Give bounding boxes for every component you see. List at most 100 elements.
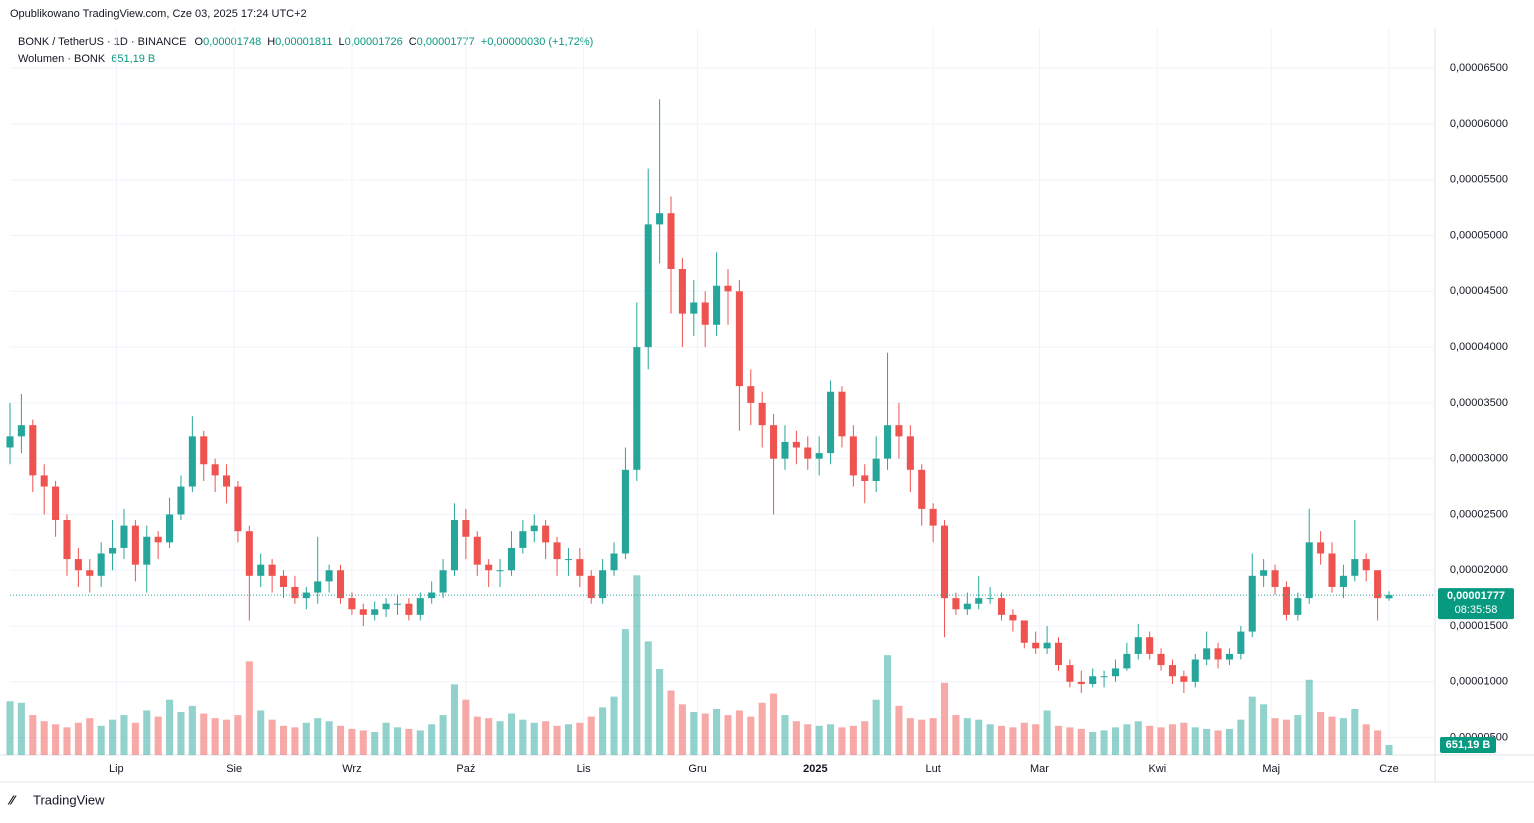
candle-body	[1328, 553, 1336, 587]
volume-bar	[827, 724, 835, 755]
y-tick-label: 0,00003000	[1450, 453, 1508, 465]
candle-body	[428, 592, 436, 599]
volume-bar	[884, 655, 892, 755]
volume-bar	[587, 716, 595, 755]
volume-bar	[1111, 727, 1120, 755]
volume-bar	[576, 722, 584, 755]
volume-bar	[1089, 731, 1097, 755]
last-price-tag	[1438, 588, 1514, 620]
candle-body	[792, 441, 800, 448]
volume-bar	[815, 725, 823, 755]
volume-bar	[325, 721, 333, 755]
volume-bar	[542, 721, 550, 755]
candle-body	[997, 598, 1006, 615]
volume-bar	[234, 715, 242, 755]
y-tick-label: 0,00002000	[1450, 564, 1508, 576]
ohlc-value: 0,00001777	[417, 36, 475, 48]
volume-bar	[382, 722, 390, 755]
candle-body	[154, 536, 162, 543]
y-tick-label: 0,00005500	[1450, 174, 1508, 186]
logo-text: TradingView	[33, 792, 105, 807]
volume-bar	[1305, 679, 1313, 755]
volume-bar	[906, 718, 914, 755]
candle-body	[74, 559, 82, 571]
volume-tag	[1440, 736, 1496, 753]
volume-bar	[1054, 725, 1063, 755]
candle-body	[439, 570, 447, 593]
candle-body	[29, 425, 37, 476]
candle-body	[1248, 575, 1256, 632]
footer-logo: ⁄⁄ TradingView	[7, 792, 105, 807]
ohlc-value: 0,00001748	[203, 36, 261, 48]
y-tick-label: 0,00004000	[1450, 341, 1508, 353]
volume-bar	[1168, 724, 1176, 755]
volume-bar	[473, 716, 481, 755]
candle-body	[291, 586, 299, 599]
candle-body	[6, 436, 14, 448]
volume-bar	[359, 730, 367, 755]
candle-body	[1225, 653, 1233, 660]
volume-bar	[1020, 722, 1028, 755]
volume-bar	[564, 724, 572, 755]
volume-bar	[1032, 724, 1040, 755]
volume-bar	[530, 722, 538, 755]
candle-body	[724, 285, 732, 292]
candle-body	[963, 603, 971, 610]
x-tick-label: Lip	[109, 763, 124, 775]
candle-body	[564, 559, 572, 561]
volume-bar	[1294, 715, 1302, 755]
candle-body	[542, 525, 550, 543]
candle-body	[1009, 614, 1017, 621]
candle-body	[587, 575, 595, 599]
volume-bar	[838, 727, 846, 755]
candle-body	[872, 458, 880, 481]
candle-body	[336, 570, 345, 599]
candle-body	[1146, 637, 1154, 654]
candle-body	[1134, 637, 1142, 654]
candle-body	[268, 564, 276, 576]
volume-bar	[690, 712, 698, 755]
x-tick-label: Wrz	[342, 763, 361, 775]
candle-body	[804, 447, 812, 459]
volume-bar	[678, 704, 686, 755]
volume-bar	[6, 701, 14, 755]
candle-body	[1032, 642, 1040, 649]
published-note: Opublikowano TradingView.com, Cze 03, 20…	[10, 8, 307, 20]
x-tick-label: Sie	[226, 763, 242, 775]
ohlc-key: H	[267, 36, 275, 48]
y-tick-label: 0,00006000	[1450, 118, 1508, 130]
volume-bar	[268, 719, 276, 755]
candle-body	[1282, 586, 1290, 615]
volume-bar	[393, 727, 402, 755]
volume-bar	[416, 730, 424, 755]
volume-bar	[166, 699, 174, 755]
candle-body	[166, 514, 174, 543]
volume-title: Wolumen · BONK	[18, 53, 106, 65]
candle-body	[1123, 653, 1131, 669]
x-tick-label: Maj	[1262, 763, 1280, 775]
volume-bar	[553, 725, 561, 755]
x-tick-label: Gru	[688, 763, 706, 775]
volume-bar	[599, 707, 607, 755]
candle-body	[1066, 665, 1074, 682]
volume-bar	[975, 719, 983, 755]
volume-bar	[1180, 722, 1188, 755]
candle-body	[553, 542, 561, 560]
volume-bar	[462, 699, 470, 755]
volume-bar	[52, 724, 60, 755]
candle-body	[781, 441, 789, 459]
candle-body	[929, 508, 937, 526]
volume-bar	[1134, 721, 1142, 755]
x-tick-label: Cze	[1379, 763, 1399, 775]
candle-body	[462, 520, 470, 537]
volume-bar	[701, 713, 709, 755]
candle-body	[507, 547, 515, 571]
volume-legend: Wolumen · BONK 651,19 B	[18, 53, 155, 65]
volume-bar	[143, 710, 151, 755]
last-price-label: 0,00001777	[1447, 590, 1505, 602]
candle-body	[52, 486, 60, 521]
candle-body	[1054, 642, 1063, 666]
candle-body	[986, 598, 994, 600]
x-tick-label: Lis	[577, 763, 592, 775]
volume-bar	[211, 718, 219, 755]
